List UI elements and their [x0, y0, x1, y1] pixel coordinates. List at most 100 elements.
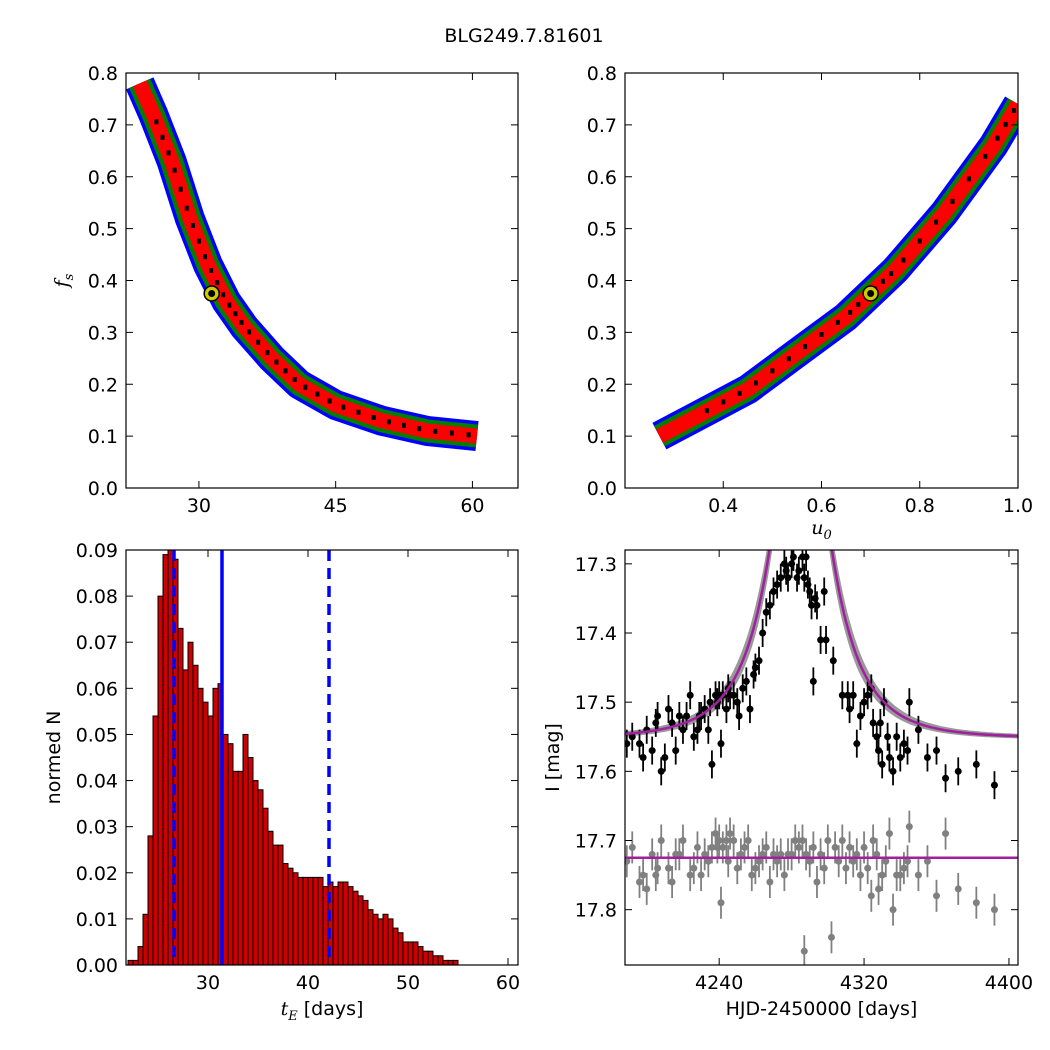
panel-light-curve-frame — [624, 549, 1019, 966]
panel-light-curve-event-point-97 — [990, 781, 998, 789]
panel-fs-vs-u0-peak-cell — [819, 332, 824, 337]
panel-te-histogram-bar-25 — [252, 780, 259, 965]
panel-fs-vs-te-ytick-label-2: 0.2 — [88, 374, 118, 396]
panel-te-histogram-bar-7 — [162, 554, 169, 965]
panel-light-curve-baseline-point-86 — [972, 899, 980, 907]
panel-light-curve-xtick-label-2: 4400 — [985, 972, 1033, 994]
panel-light-curve-baseline-point-16 — [693, 843, 701, 851]
panel-te-histogram-bar-9 — [172, 558, 179, 965]
panel-light-curve-baseline-point-18 — [701, 850, 709, 858]
panel-te-histogram-bar-54 — [397, 932, 404, 965]
panel-fs-vs-te-ytick-label-3: 0.3 — [88, 322, 118, 344]
panel-te-histogram-bar-60 — [427, 950, 434, 965]
panel-light-curve-event-point-28 — [717, 740, 725, 748]
panel-te-histogram-frame — [125, 549, 519, 966]
figure-title: BLG249.7.81601 — [444, 25, 603, 47]
panel-light-curve-baseline-point-10 — [668, 878, 676, 886]
panel-te-histogram-bar-56 — [407, 941, 414, 965]
panel-light-curve-baseline-point-37 — [759, 850, 767, 858]
panel-light-curve-baseline-point-70 — [873, 850, 881, 858]
panel-fs-vs-te-peak-cell — [303, 384, 308, 390]
panel-light-curve-event-point-94 — [942, 774, 950, 782]
panel-fs-vs-u0-xlabel-text: u0 — [811, 517, 832, 543]
panel-light-curve-event-point-15 — [683, 712, 691, 720]
panel-light-curve-ytick-label-5: 17.8 — [575, 900, 617, 922]
panel-light-curve-event-point-70 — [846, 705, 854, 713]
panel-fs-vs-u0-best-fit-dot — [867, 289, 875, 297]
panel-fs-vs-te-ytick-label-0: 0.0 — [88, 478, 118, 500]
panel-light-curve-event-point-43 — [762, 608, 770, 616]
panel-fs-vs-te-peak-cell — [256, 339, 261, 345]
panel-fs-vs-u0-cells — [652, 96, 1018, 450]
panel-te-histogram-bar-46 — [357, 895, 364, 965]
panel-te-histogram-bar-4 — [147, 835, 154, 965]
panel-fs-vs-te-peak-cell — [166, 150, 171, 156]
panel-fs-vs-u0-peak-cell — [835, 319, 840, 325]
panel-light-curve-baseline-point-57 — [827, 933, 835, 941]
panel-light-curve-baseline-point-3 — [639, 871, 647, 879]
panel-fs-vs-te-ylabel-text: fs — [51, 273, 77, 289]
panel-te-histogram-xlabel-sub: E — [287, 1009, 298, 1024]
panel-fs-vs-te-ylabel-main: f — [51, 277, 73, 289]
panel-fs-vs-u0-peak-cell — [848, 309, 853, 315]
panel-te-histogram-bar-53 — [392, 927, 399, 965]
panel-light-curve-baseline-point-32 — [741, 843, 749, 851]
panel-light-curve-baseline-point-75 — [889, 906, 897, 914]
panel-light-curve-event-point-89 — [904, 747, 912, 755]
panel-light-curve-baseline-point-59 — [835, 857, 843, 865]
panel-light-curve-event-point-63 — [813, 601, 821, 609]
panel-light-curve-event-point-72 — [853, 740, 861, 748]
panel-fs-vs-u0-peak-cell — [770, 368, 775, 374]
panel-te-histogram-ytick-label-9: 0.09 — [76, 540, 118, 562]
panel-fs-vs-u0-ytick-label-6: 0.6 — [587, 167, 617, 189]
panel-light-curve-xtick-label-0: 4240 — [695, 972, 743, 994]
panel-light-curve: 4240 4320 4400 17.3 17.4 17.5 17.6 17.7 17.8 HJD-… — [542, 549, 1033, 1020]
panel-light-curve-baseline-point-24 — [717, 899, 725, 907]
panel-light-curve-baseline-point-2 — [635, 878, 643, 886]
panel-te-histogram-ylabel: normed N — [43, 711, 65, 805]
panel-light-curve-baseline-point-54 — [817, 850, 825, 858]
panel-light-curve-event-point-36 — [739, 684, 747, 692]
panel-light-curve-event-point-92 — [923, 754, 931, 761]
panel-fs-vs-te-peak-cell — [341, 404, 346, 410]
panel-light-curve-baseline-point-8 — [657, 837, 665, 844]
panel-light-curve-baseline-point-41 — [773, 857, 781, 865]
panel-light-curve-baseline-point-84 — [942, 830, 950, 838]
panel-fs-vs-te-peak-cell — [233, 311, 238, 317]
panel-light-curve-event-point-86 — [893, 733, 901, 741]
panel-fs-vs-u0-xlabel: u0 — [811, 517, 832, 543]
panel-fs-vs-te-ylabel-sub: s — [62, 273, 77, 280]
panel-fs-vs-te-ytick-label-1: 0.1 — [88, 426, 118, 448]
panel-light-curve-baseline-point-15 — [690, 864, 698, 872]
panel-fs-vs-te-ytick-label-8: 0.8 — [88, 63, 118, 85]
panel-light-curve-event-point-67 — [829, 657, 837, 665]
panel-fs-vs-te-peak-cell — [371, 415, 376, 420]
panel-fs-vs-te-peak-cell — [327, 398, 332, 404]
panel-fs-vs-te-peak-cell — [172, 167, 177, 173]
panel-fs-vs-te-peak-cell — [402, 422, 406, 428]
panel-fs-vs-te-peak-cell — [196, 238, 201, 244]
panel-fs-vs-te-peak-cell — [215, 280, 220, 286]
panel-fs-vs-u0-peak-cell — [721, 399, 726, 405]
panel-light-curve-baseline-point-36 — [755, 857, 763, 865]
panel-light-curve-baseline-point-26 — [722, 837, 730, 844]
panel-light-curve-event-point-95 — [954, 767, 962, 775]
panel-light-curve-baseline-point-53 — [813, 878, 821, 886]
panel-light-curve-baseline-point-56 — [824, 837, 832, 844]
panel-te-histogram-ytick-label-3: 0.03 — [76, 817, 118, 839]
panel-light-curve-baseline-point-72 — [878, 871, 886, 879]
panel-light-curve-baseline-point-78 — [900, 864, 908, 872]
panel-te-histogram-bar-62 — [437, 955, 444, 965]
panel-fs-vs-u0-contour-1 — [654, 98, 1018, 447]
panel-fs-vs-u0-peak-cell — [983, 153, 988, 159]
panel-light-curve-baseline-point-73 — [882, 857, 890, 865]
panel-light-curve-event-point-52 — [789, 553, 797, 561]
panel-fs-vs-u0-xtick-label-0: 0.4 — [708, 495, 738, 517]
panel-fs-vs-te-peak-cell — [239, 319, 244, 325]
panel-light-curve-model-fit-line — [625, 550, 1018, 738]
panel-fs-vs-u0-peak-cell — [917, 238, 922, 244]
panel-light-curve-event-point-81 — [878, 760, 886, 768]
panel-light-curve-baseline-point-80 — [905, 823, 913, 831]
panel-fs-vs-u0-contour-0 — [652, 96, 1018, 450]
panel-te-histogram-bar-63 — [442, 959, 449, 965]
